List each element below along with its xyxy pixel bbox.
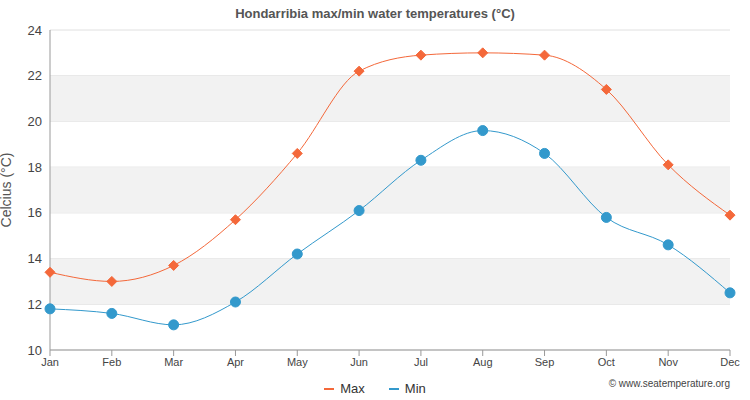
svg-text:Oct: Oct xyxy=(598,356,615,368)
svg-text:Feb: Feb xyxy=(102,356,121,368)
svg-text:Jan: Jan xyxy=(41,356,59,368)
svg-text:Jun: Jun xyxy=(350,356,368,368)
svg-text:Celcius (°C): Celcius (°C) xyxy=(8,153,14,228)
svg-text:Nov: Nov xyxy=(658,356,678,368)
svg-text:Aug: Aug xyxy=(473,356,493,368)
svg-text:Jul: Jul xyxy=(414,356,428,368)
svg-text:24: 24 xyxy=(28,23,42,38)
svg-text:20: 20 xyxy=(28,114,42,129)
svg-text:May: May xyxy=(287,356,308,368)
svg-text:Apr: Apr xyxy=(227,356,244,368)
html-text:Min: Min xyxy=(404,381,426,396)
html-text:Hondarribia max/min water temp: Hondarribia max/min water temperatures (… xyxy=(235,6,515,21)
svg-text:16: 16 xyxy=(28,205,42,220)
svg-text:22: 22 xyxy=(28,68,42,83)
html-text:© www.seatemperature.org: © www.seatemperature.org xyxy=(608,378,730,389)
svg-text:12: 12 xyxy=(28,297,42,312)
svg-text:Sep: Sep xyxy=(535,356,555,368)
html-text:Max: Max xyxy=(340,381,365,396)
svg-text:18: 18 xyxy=(28,160,42,175)
svg-text:14: 14 xyxy=(28,251,42,266)
svg-text:10: 10 xyxy=(28,343,42,358)
svg-text:Dec: Dec xyxy=(720,356,740,368)
svg-text:Mar: Mar xyxy=(164,356,183,368)
